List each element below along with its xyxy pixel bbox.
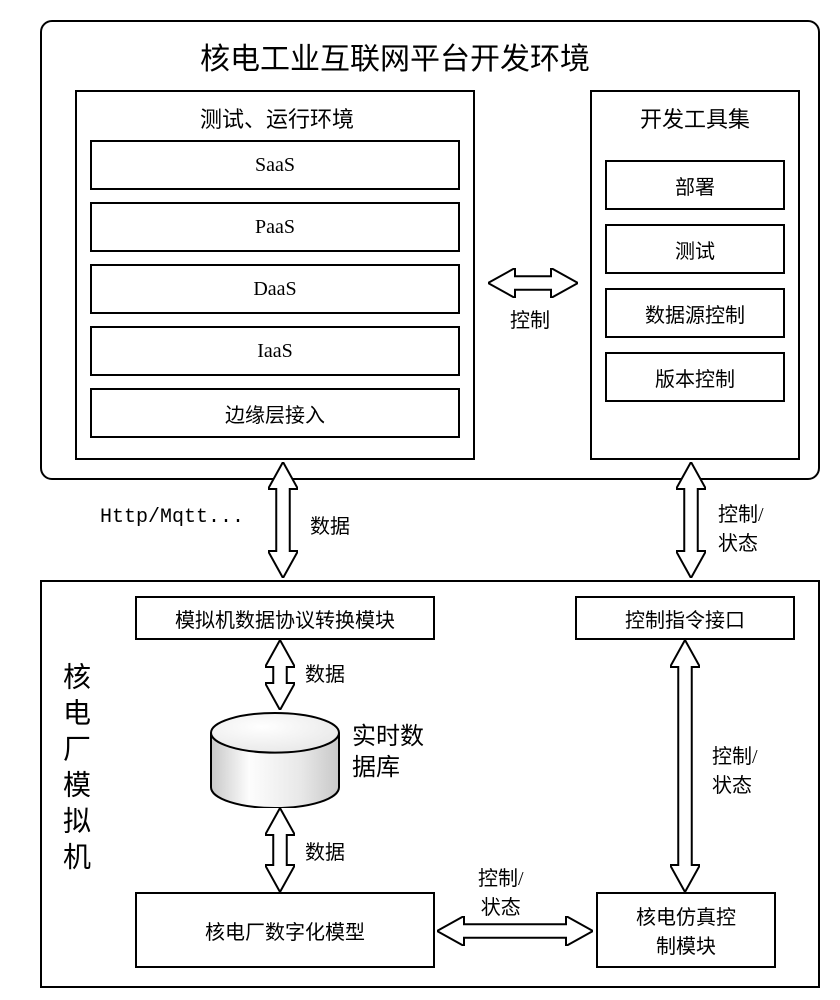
left-panel-title: 测试、运行环境 xyxy=(200,102,354,134)
main-title: 核电工业互联网平台开发环境 xyxy=(200,34,590,78)
tool-item: 数据源控制 xyxy=(605,288,785,338)
simulator-side-title: 核电厂模拟机 xyxy=(54,662,94,878)
control-status-label-model-sim: 控制/ 状态 xyxy=(478,862,524,920)
tool-item: 测试 xyxy=(605,224,785,274)
layer-item: 边缘层接入 xyxy=(90,388,460,438)
data-label-1: 数据 xyxy=(305,658,345,687)
sim-control-box: 核电仿真控 制模块 xyxy=(596,892,776,968)
control-interface-box: 控制指令接口 xyxy=(575,596,795,640)
layer-item: IaaS xyxy=(90,326,460,376)
arrow-control-right xyxy=(676,462,706,578)
mid-arrow-label: 控制 xyxy=(510,304,550,333)
layer-item: PaaS xyxy=(90,202,460,252)
right-panel-title: 开发工具集 xyxy=(640,102,750,134)
control-status-label-right: 控制/ 状态 xyxy=(718,498,764,556)
arrow-db-model xyxy=(265,808,295,892)
protocol-label: Http/Mqtt... xyxy=(100,506,244,529)
protocol-module-box: 模拟机数据协议转换模块 xyxy=(135,596,435,640)
tool-item: 版本控制 xyxy=(605,352,785,402)
control-status-label-sim: 控制/ 状态 xyxy=(712,740,758,798)
digital-model-box: 核电厂数字化模型 xyxy=(135,892,435,968)
arrow-if-sim xyxy=(670,640,700,892)
tool-item: 部署 xyxy=(605,160,785,210)
right-panel xyxy=(590,90,800,460)
data-label-left: 数据 xyxy=(310,510,350,539)
database-cylinder-icon xyxy=(210,712,340,808)
arrow-data-left xyxy=(268,462,298,578)
data-label-2: 数据 xyxy=(305,836,345,865)
database-label: 实时数 据库 xyxy=(352,722,424,784)
layer-item: DaaS xyxy=(90,264,460,314)
arrow-proto-db xyxy=(265,640,295,710)
arrow-control xyxy=(488,268,578,298)
arrow-model-sim xyxy=(437,916,593,946)
layer-item: SaaS xyxy=(90,140,460,190)
